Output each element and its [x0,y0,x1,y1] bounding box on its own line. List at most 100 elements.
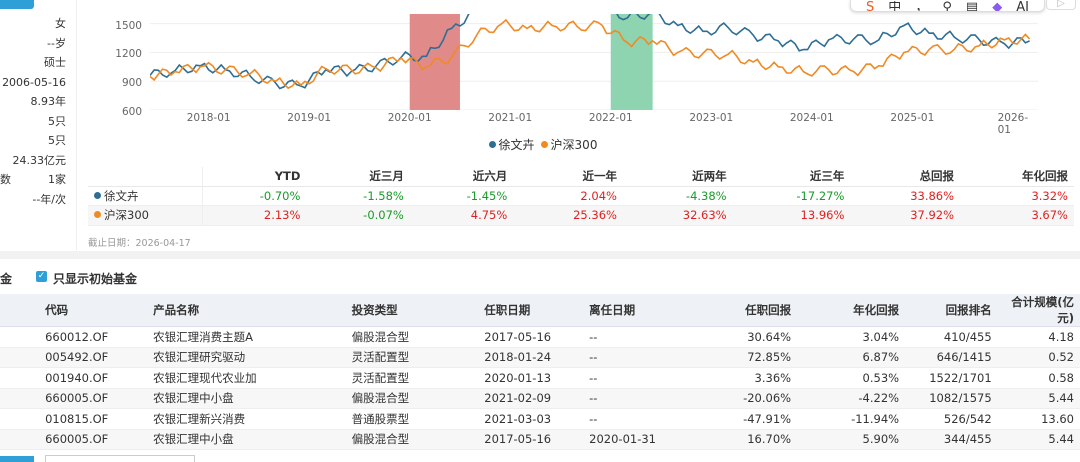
performance-header: 近一年 [513,167,623,187]
fund-row[interactable]: 005492.OF 农银汇理研究驱动 灵活配置型 2018-01-24 -- 72.85%… [0,347,1080,368]
fund-code-link[interactable]: 010815.OF [39,408,148,430]
profile-value: 2006-05-16 [0,73,66,93]
profile-value: 数 1家 [0,170,66,190]
fund-cell: -4.22% [797,388,906,409]
keyboard-icon[interactable]: ▤ [965,1,979,11]
fund-cell: 农银汇理中小盘 [147,388,346,409]
funds-header[interactable]: 年化回报 [797,294,906,327]
chinese-input-icon[interactable]: 中 [888,1,902,11]
profile-value: 8.93年 [0,92,67,112]
funds-header[interactable]: 产品名称 [147,294,346,327]
x-tick-label: 2019-01 [287,112,332,124]
fund-code-link[interactable]: 005492.OF [39,347,148,368]
series-marker [94,191,101,199]
profile-value-text: 1家 [48,173,66,186]
x-tick-label: 2024-01 [789,112,834,124]
x-tick-label: 2026-01 [997,112,1029,136]
performance-header-row: YTD 近三月 近六月 近一年 近两年 近三年 总回报 年化回报 [88,167,1074,187]
profile-value-text: 8.93年 [30,95,67,108]
profile-value-text: --岁 [47,36,66,50]
funds-header[interactable]: 回报排名 [905,294,998,327]
performance-value: 13.96% [732,205,851,226]
fund-row[interactable]: 660005.OF 农银汇理中小盘 偏股混合型 2017-05-16 2020-01-3… [0,429,1080,450]
all-tab-button[interactable]: 全部 [0,0,34,9]
initial-funds-checkbox-label[interactable]: 只显示初始基金 [53,272,138,286]
sogou-icon[interactable]: S [866,1,875,11]
fund-cell: 344/455 [905,429,998,450]
legend-item[interactable]: 徐文卉 [483,138,535,152]
fund-cell: 526/542 [905,408,998,430]
fund-row[interactable]: 010815.OF 农银汇理新兴消费 普通股票型 2021-03-03 -- -47.91… [0,408,1080,430]
punctuation-icon[interactable]: ， [915,1,929,11]
funds-header[interactable]: 任职日期 [478,294,584,327]
fund-cell: 6.87% [797,347,906,368]
performance-header: 近三年 [732,167,851,187]
fund-cell: 2020-01-13 [478,367,584,389]
funds-header[interactable]: 投资类型 [345,294,479,327]
performance-corner [88,167,203,187]
profile-value: 24.33亿元 [0,151,67,171]
initial-funds-checkbox[interactable]: ✓ [36,271,47,282]
performance-row: 徐文卉 -0.70% -1.58% -1.45% 2.04% -4.38% -17.27% 3… [88,186,1074,206]
series-line-1 [150,18,1031,90]
performance-value: 33.86% [850,186,961,206]
fund-cell: 3.04% [797,326,906,348]
fund-cell: -- [583,367,690,389]
fund-code-link[interactable]: 660005.OF [39,429,148,450]
mic-icon[interactable]: ⚲ [942,1,952,11]
fund-cell: 30.64% [689,326,798,348]
performance-row: 沪深300 2.13% -0.07% 4.75% 25.36% 32.63% 13.96% 3… [88,205,1074,226]
funds-header[interactable]: 任职回报 [689,294,798,327]
fund-cell: 偏股混合型 [345,326,479,348]
fund-row[interactable]: 660012.OF 农银汇理消费主题A 偏股混合型 2017-05-16 -- 30.64… [0,326,1080,348]
fund-row[interactable]: 001940.OF 农银汇理现代农业加 灵活配置型 2020-01-13 -- 3.36%… [0,367,1080,389]
performance-value: -0.70% [202,186,307,206]
performance-value: 2.13% [202,205,307,226]
fund-cell: -11.94% [797,408,906,430]
profile-value: 硕士 [0,53,66,73]
x-tick-label: 2025-01 [890,112,935,124]
performance-row-name: 沪深300 [88,205,203,226]
legend-item[interactable]: 沪深300 [535,138,597,152]
funds-header[interactable]: 代码 [39,294,148,327]
funds-header[interactable]: 合计规模(亿元) [997,294,1080,327]
profile-value: 女 [0,14,66,34]
performance-value: 3.67% [960,205,1074,226]
performance-value: 3.32% [960,186,1074,206]
fund-cell: 5.44 [997,429,1080,450]
fund-cell: 1522/1701 [905,367,998,389]
performance-value: 2.04% [513,186,623,206]
performance-header: 近三月 [306,167,410,187]
profile-value: 5只 [0,112,66,132]
legend-marker [540,141,548,148]
chart-legend: 徐文卉 沪深300 [0,136,1080,153]
fund-code-link[interactable]: 660012.OF [39,326,148,348]
fund-row[interactable]: 660005.OF 农银汇理中小盘 偏股混合型 2021-02-09 -- -20.06%… [0,388,1080,409]
funds-header-row: 代码 产品名称 投资类型 任职日期 离任日期 任职回报 年化回报 回报排名 合计规模(亿元) [0,294,1080,327]
performance-value: -1.58% [306,186,410,206]
fund-cell: 2018-01-24 [478,347,584,368]
ime-toolbar[interactable]: S 中 ， ⚲ ▤ ◆ AI [850,0,1045,12]
performance-row-name: 徐文卉 [88,186,203,206]
performance-value: -4.38% [622,186,733,206]
bottom-tab-button[interactable] [0,456,34,462]
bottom-filter-box[interactable] [45,455,195,462]
profile-value-text: 女 [55,17,66,30]
ai-icon[interactable]: AI [1016,1,1029,11]
as-of-date: 截止日期：2026-04-17 [88,238,191,249]
performance-value: 37.92% [850,205,961,226]
forward-button[interactable]: ▷ [1046,0,1076,10]
fund-cell: 2021-03-03 [478,408,584,430]
performance-value: -1.45% [409,186,514,206]
x-axis: 2018-01 2019-01 2020-01 2021-01 2022-01 2023-… [150,112,1038,136]
y-tick-label: 600 [121,106,142,118]
fund-code-link[interactable]: 660005.OF [39,388,148,409]
nav-line-chart [150,14,1038,110]
funds-header[interactable]: 离任日期 [583,294,690,327]
fund-cell: 普通股票型 [345,408,479,430]
fund-code-link[interactable]: 001940.OF [39,367,148,389]
skin-icon[interactable]: ◆ [992,1,1003,11]
profile-value-text: 24.33亿元 [12,153,67,167]
fund-cell: 1082/1575 [905,388,998,409]
funds-header-spacer [0,294,40,327]
